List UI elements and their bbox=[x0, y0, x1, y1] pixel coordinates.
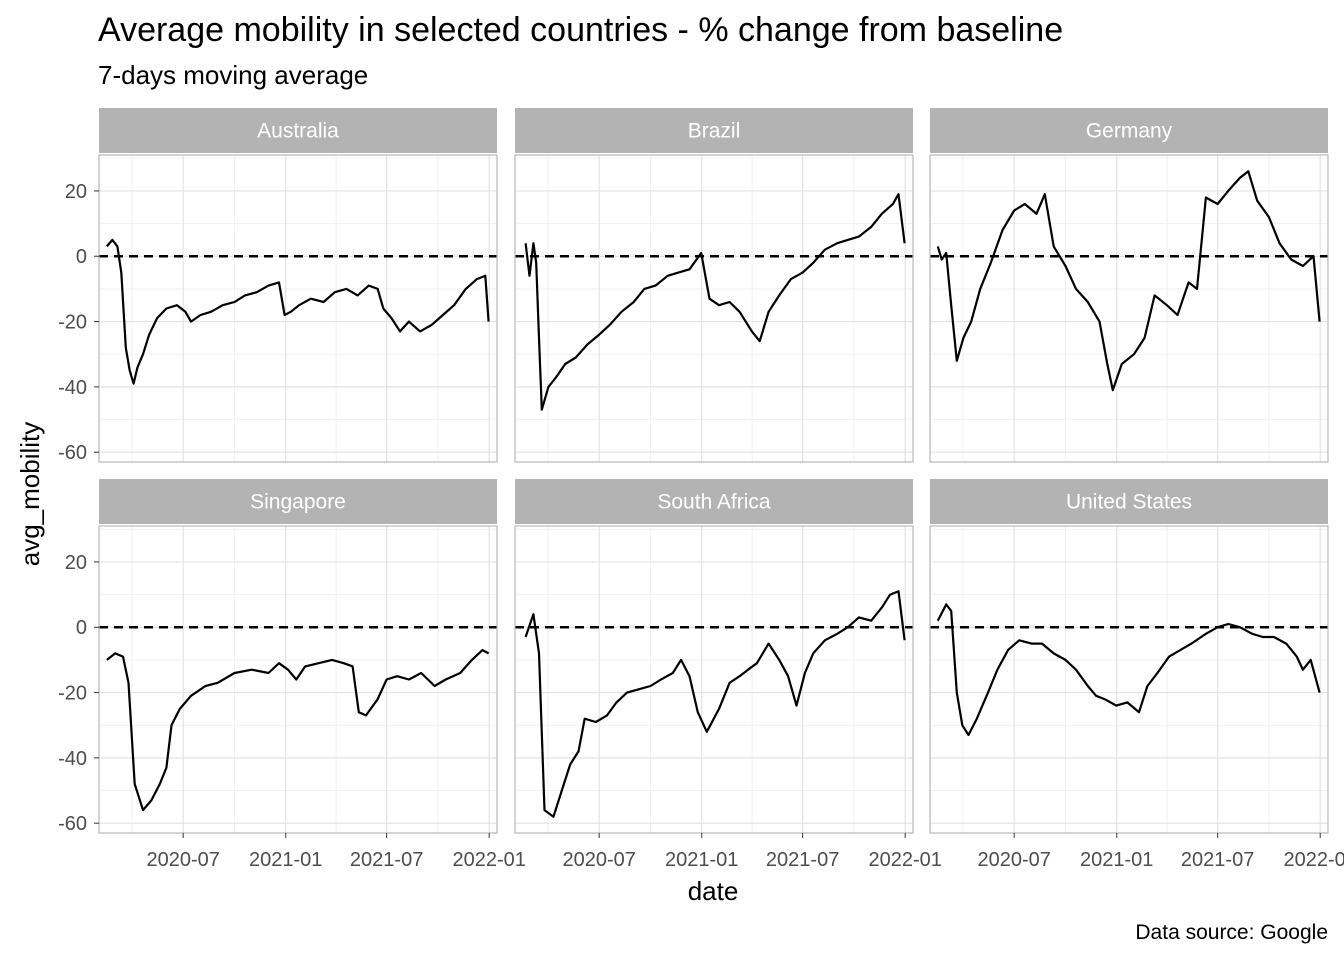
series-line-australia bbox=[105, 238, 490, 385]
panel-singapore: Singapore 20 0 -20 -40 -60 2020-07 2021-01 2021-… bbox=[58, 479, 526, 871]
caption: Data source: Google bbox=[1135, 921, 1328, 944]
panel-south-africa: South Africa 2020-07 2021-01 2021-07 2022-01 bbox=[514, 479, 942, 871]
series-line-south-africa bbox=[524, 590, 906, 818]
strip-background bbox=[930, 479, 1328, 524]
panel-border bbox=[98, 154, 498, 463]
x-tick-label: 2021-01 bbox=[1080, 849, 1153, 871]
panel-brazil: Brazil bbox=[514, 108, 914, 463]
strip-background bbox=[515, 479, 913, 524]
chart-subtitle: 7-days moving average bbox=[98, 60, 368, 90]
x-tick-label: 2020-07 bbox=[562, 849, 635, 871]
panel-border bbox=[929, 525, 1329, 834]
y-tick-label: 20 bbox=[65, 552, 87, 574]
strip-label: Germany bbox=[1086, 120, 1173, 143]
panel-australia: Australia 20 0 -20 -40 -60 bbox=[58, 108, 498, 464]
y-axis-title: avg_mobility bbox=[15, 422, 45, 567]
y-tick-label: -60 bbox=[58, 442, 87, 464]
strip-label: Singapore bbox=[250, 491, 346, 514]
panel-germany: Germany bbox=[929, 108, 1329, 463]
series-line-singapore bbox=[106, 649, 490, 812]
strip-background bbox=[515, 108, 913, 153]
chart-title: Average mobility in selected countries -… bbox=[98, 11, 1063, 49]
y-tick-label: -20 bbox=[58, 312, 87, 334]
strip-label: Australia bbox=[257, 120, 339, 143]
x-tick-label: 2022-01 bbox=[868, 849, 941, 871]
y-tick-label: -20 bbox=[58, 683, 87, 705]
x-tick-label: 2021-07 bbox=[350, 849, 423, 871]
strip-label: South Africa bbox=[657, 491, 771, 514]
x-tick-label: 2021-01 bbox=[249, 849, 322, 871]
y-tick-label: 20 bbox=[65, 181, 87, 203]
strip-label: Brazil bbox=[688, 120, 741, 143]
x-tick-label: 2021-07 bbox=[1181, 849, 1254, 871]
panel-border bbox=[514, 525, 914, 834]
y-tick-label: 0 bbox=[76, 246, 87, 268]
x-tick-label: 2021-01 bbox=[665, 849, 738, 871]
x-axis-title: date bbox=[688, 876, 739, 906]
panel-border bbox=[514, 154, 914, 463]
series-line-germany bbox=[936, 170, 1321, 392]
y-tick-label: 0 bbox=[76, 617, 87, 639]
x-tick-label: 2022-01 bbox=[1283, 849, 1344, 871]
y-tick-label: -40 bbox=[58, 748, 87, 770]
panel-border bbox=[929, 154, 1329, 463]
x-tick-label: 2020-07 bbox=[977, 849, 1050, 871]
y-tick-label: -60 bbox=[58, 813, 87, 835]
strip-background bbox=[99, 479, 497, 524]
y-tick-label: -40 bbox=[58, 377, 87, 399]
x-tick-label: 2020-07 bbox=[146, 849, 219, 871]
panel-united-states: United States 2020-07 2021-01 2021-07 2022-0… bbox=[929, 479, 1344, 871]
x-tick-label: 2021-07 bbox=[766, 849, 839, 871]
series-line-united-states bbox=[936, 603, 1321, 737]
strip-background bbox=[99, 108, 497, 153]
facet-panels: Australia 20 0 -20 -40 -60 Brazil Germany Singap… bbox=[58, 108, 1344, 871]
strip-label: United States bbox=[1066, 491, 1192, 514]
panel-border bbox=[98, 525, 498, 834]
x-tick-label: 2022-01 bbox=[452, 849, 525, 871]
strip-background bbox=[930, 108, 1328, 153]
series-line-brazil bbox=[524, 193, 906, 411]
